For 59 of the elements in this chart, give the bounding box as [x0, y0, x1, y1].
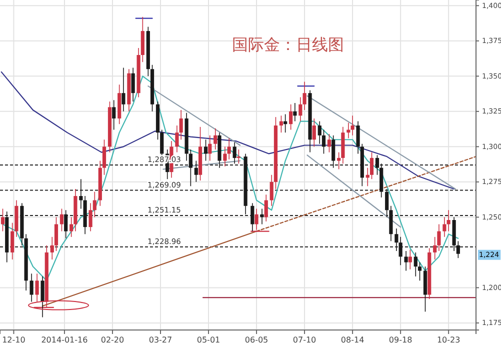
x-tick-label: 08-14: [340, 336, 364, 345]
candlestick: [279, 115, 284, 133]
candlestick: [208, 134, 212, 162]
candlestick: [102, 139, 106, 176]
candlestick: [337, 152, 341, 170]
line-series: [0, 71, 455, 190]
x-tick-label: 02-20: [100, 336, 124, 345]
x-tick-label: 03-27: [148, 336, 172, 345]
candlestick: [433, 236, 437, 260]
candlestick: [232, 142, 236, 164]
candlestick: [140, 16, 144, 62]
candlestick: [227, 138, 231, 160]
candlestick: [346, 122, 350, 139]
x-tick-label: 05-01: [196, 336, 220, 345]
candlestick: [54, 216, 58, 252]
candlestick: [318, 120, 322, 144]
candlestick: [270, 174, 274, 206]
candlestick: [204, 139, 208, 162]
text: 国际金：日线图: [232, 35, 344, 54]
candlestick: [446, 210, 450, 232]
candlestick: [322, 129, 326, 154]
x-tick-label: 2014-01-16: [41, 336, 88, 345]
line-series: [2, 76, 459, 282]
candlestick: [370, 152, 374, 180]
candlestick: [10, 222, 14, 260]
candlestick: [122, 67, 126, 112]
candlestick: [414, 252, 418, 277]
candlestick: [260, 208, 264, 225]
candlestick: [312, 118, 316, 148]
candlestick: [418, 262, 422, 282]
candlestick: [423, 266, 428, 312]
x-tick-label: 10-23: [436, 336, 460, 345]
candlestick: [298, 96, 302, 122]
candlestick: [60, 208, 64, 232]
candlestick: [70, 216, 74, 238]
candlestick: [327, 134, 332, 153]
x-tick-label: 06-05: [244, 336, 268, 345]
candlestick: [131, 67, 135, 102]
candlestick: [30, 273, 34, 302]
candlestick: [92, 191, 96, 218]
candlestick: [50, 236, 54, 260]
x-tick-label: 09-18: [388, 336, 412, 345]
candlestick: [264, 194, 268, 222]
candlestick: [289, 104, 293, 130]
candlestick: [214, 128, 218, 150]
candlestick: [293, 102, 297, 122]
candlestick: [0, 208, 5, 232]
candlestick: [112, 100, 116, 130]
candlestick: [442, 216, 446, 238]
candlestick: [350, 115, 354, 136]
candlestick: [437, 224, 441, 252]
candlestick: [408, 249, 412, 270]
x-tick-label: 07-10: [292, 336, 316, 345]
candlestick: [88, 202, 92, 232]
candlestick: [40, 276, 44, 318]
candlestick: [236, 149, 240, 164]
candlestick: [35, 273, 39, 302]
x-tick-label: 12-10: [2, 336, 26, 345]
candlestick: [404, 250, 408, 272]
